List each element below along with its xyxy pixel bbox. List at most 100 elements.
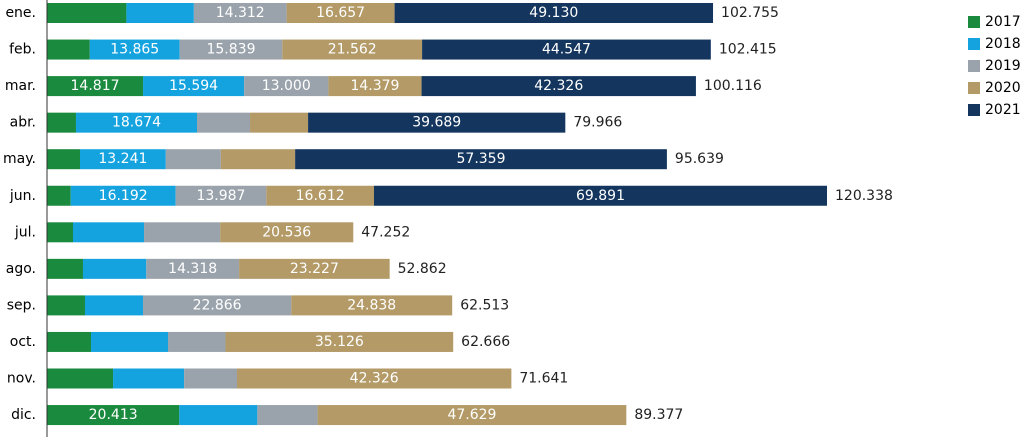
category-label: jul. (14, 224, 36, 240)
bar-segment (84, 295, 143, 316)
legend-label: 2018 (985, 36, 1021, 52)
bar-segment (421, 76, 696, 97)
segment-label: 49.130 (529, 5, 578, 21)
total-label: 95.639 (675, 151, 724, 167)
bar-segment (82, 258, 147, 279)
segment-label: 47.629 (447, 407, 496, 423)
total-label: 62.513 (460, 297, 509, 313)
total-label: 120.338 (835, 188, 893, 204)
bar-segment (75, 112, 198, 133)
category-label: nov. (7, 371, 36, 387)
bar-segment (244, 76, 329, 97)
legend-swatch (968, 16, 980, 28)
legend-swatch (968, 60, 980, 72)
bar-segment (220, 222, 354, 243)
bar-segment (373, 185, 827, 206)
legend-swatch (968, 82, 980, 94)
bar-segment (47, 149, 80, 170)
segment-label: 42.326 (350, 371, 399, 387)
bar-segment (179, 39, 283, 60)
bar-segment (47, 405, 180, 426)
total-label: 100.116 (704, 78, 762, 94)
legend-label: 2020 (985, 80, 1021, 96)
segment-label: 57.359 (457, 151, 506, 167)
bar-segment (47, 112, 76, 133)
legend-label: 2019 (985, 58, 1021, 74)
total-label: 102.415 (719, 42, 777, 58)
bar-segment (91, 331, 169, 352)
bar-segment (286, 3, 395, 23)
bar-segment (184, 368, 238, 389)
segment-label: 44.547 (542, 42, 591, 58)
bar-segment (47, 76, 144, 97)
bar-segment (89, 39, 180, 60)
segment-label: 39.689 (412, 115, 461, 131)
segment-label: 15.839 (206, 42, 255, 58)
total-label: 52.862 (398, 261, 447, 277)
segment-label: 13.000 (262, 78, 311, 94)
bar-segment (317, 405, 627, 426)
segment-label: 13.987 (196, 188, 245, 204)
bar-segment (422, 39, 711, 60)
segment-label: 35.126 (315, 334, 364, 350)
category-label: dic. (11, 407, 36, 423)
segment-label: 23.227 (290, 261, 339, 277)
segment-label: 20.536 (262, 224, 311, 240)
segment-label: 14.318 (168, 261, 217, 277)
bar-segment (165, 149, 221, 170)
bar-segment (225, 331, 454, 352)
legend-swatch (968, 104, 980, 116)
segment-label: 13.241 (98, 151, 147, 167)
bar-segment (47, 222, 73, 243)
bar-segment (250, 112, 309, 133)
bar-segment (239, 258, 390, 279)
category-label: ago. (6, 261, 36, 277)
segment-label: 24.838 (347, 297, 396, 313)
category-label: sep. (7, 297, 36, 313)
bar-segment (47, 185, 71, 206)
legend-label: 2017 (985, 14, 1021, 30)
category-label: feb. (9, 42, 36, 58)
segment-label: 16.612 (296, 188, 345, 204)
segment-label: 14.379 (350, 78, 399, 94)
bar-segment (146, 258, 240, 279)
bar-segment (47, 39, 90, 60)
bar-segment (282, 39, 423, 60)
bar-segment (47, 3, 127, 23)
segment-label: 18.674 (112, 115, 161, 131)
bar-segment (394, 3, 714, 23)
bar-segment (197, 112, 251, 133)
segment-label: 14.817 (71, 78, 120, 94)
total-label: 89.377 (634, 407, 683, 423)
total-label: 47.252 (361, 224, 410, 240)
category-label: oct. (10, 334, 36, 350)
bar-segment (113, 368, 185, 389)
bar-segment (142, 295, 292, 316)
bar-segment (47, 331, 92, 352)
legend-label: 2021 (985, 102, 1021, 118)
bar-segment (47, 258, 83, 279)
bar-segment (193, 3, 287, 23)
bar-segment (308, 112, 566, 133)
segment-label: 16.192 (99, 188, 148, 204)
bar-segment (220, 149, 296, 170)
total-label: 62.666 (461, 334, 510, 350)
segment-label: 21.562 (328, 42, 377, 58)
bar-segment (295, 149, 667, 170)
bar-segment (237, 368, 512, 389)
category-label: ene. (5, 5, 36, 21)
bar-segment (126, 3, 194, 23)
bar-segment (47, 368, 114, 389)
segment-label: 13.865 (110, 42, 159, 58)
segment-label: 16.657 (316, 5, 365, 21)
bar-segment (144, 222, 221, 243)
bar-segment (143, 76, 245, 97)
bar-segment (70, 185, 176, 206)
segment-label: 69.891 (576, 188, 625, 204)
bar-segment (79, 149, 166, 170)
segment-label: 20.413 (89, 407, 138, 423)
bar-segment (175, 185, 267, 206)
segment-label: 15.594 (169, 78, 218, 94)
bar-segment (72, 222, 145, 243)
